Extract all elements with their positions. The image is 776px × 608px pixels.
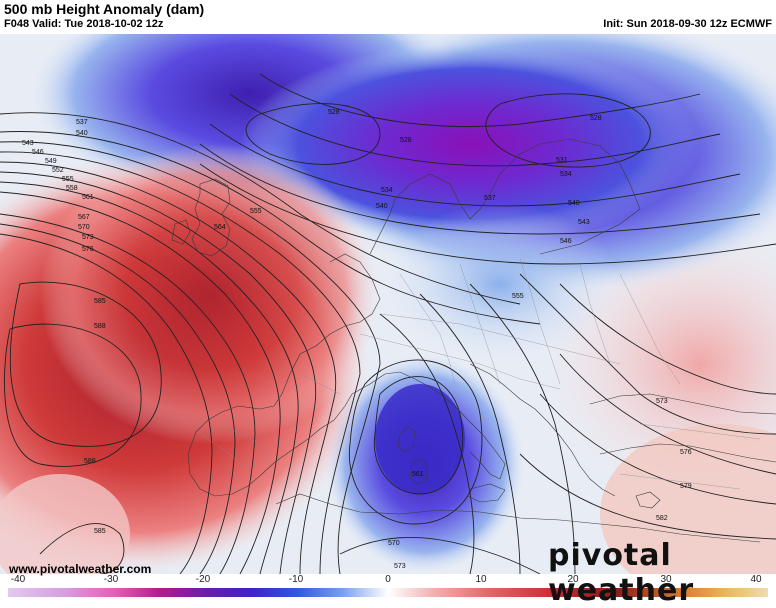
colorbar-tick: 10 <box>475 574 487 585</box>
colorbar-tick: 30 <box>660 574 672 585</box>
contour-label: 561 <box>82 194 94 201</box>
valid-time: F048 Valid: Tue 2018-10-02 12z <box>4 18 164 30</box>
colorbar: -40 -30 -20 -10 0 10 20 30 40 <box>0 574 776 600</box>
contour-label: 567 <box>78 214 90 221</box>
contour-label: 585 <box>94 528 106 535</box>
colorbar-tick: -40 <box>10 574 26 585</box>
contour-label: 570 <box>78 224 90 231</box>
contour-label: 543 <box>578 219 590 226</box>
contour-label: 585 <box>94 298 106 305</box>
contour-label: 528 <box>400 137 412 144</box>
contour-label: 528 <box>590 115 602 122</box>
contour-label: 579 <box>680 483 692 490</box>
contour-label: 537 <box>76 119 88 126</box>
contour-label: 573 <box>82 234 94 241</box>
coastlines <box>171 138 776 543</box>
contour-label: 534 <box>560 171 572 178</box>
scandinavia-trough <box>240 44 700 244</box>
contour-label: 540 <box>76 130 88 137</box>
contour-label: 543 <box>22 140 34 147</box>
height-contours <box>0 73 776 574</box>
contour-label: 552 <box>52 167 64 174</box>
contour-label: 549 <box>45 158 57 165</box>
init-time: Init: Sun 2018-09-30 12z ECMWF <box>603 18 772 30</box>
contour-label: 582 <box>656 515 668 522</box>
colorbar-ticks: -40 -30 -20 -10 0 10 20 30 40 <box>0 574 776 586</box>
contour-label: 576 <box>82 246 94 253</box>
header: 500 mb Height Anomaly (dam) F048 Valid: … <box>0 0 776 34</box>
contour-label: 555 <box>62 176 74 183</box>
contour-label: 576 <box>680 449 692 456</box>
map-svg: 537 540 543 546 549 552 555 558 561 567 … <box>0 34 776 574</box>
map-title: 500 mb Height Anomaly (dam) <box>4 1 205 17</box>
colorbar-tick: -20 <box>195 574 211 585</box>
colorbar-tick: -10 <box>288 574 304 585</box>
colorbar-gradient <box>8 588 768 597</box>
colorbar-tick: 40 <box>750 574 762 585</box>
contour-label: 555 <box>512 293 524 300</box>
contour-label: 573 <box>394 563 406 570</box>
contour-label: 528 <box>328 109 340 116</box>
contour-label: 570 <box>388 540 400 547</box>
contour-label: 546 <box>560 238 572 245</box>
contour-label: 531 <box>556 157 568 164</box>
contour-label: 573 <box>656 398 668 405</box>
contour-label: 564 <box>214 224 226 231</box>
contour-label: 540 <box>568 200 580 207</box>
contour-label: 561 <box>412 471 424 478</box>
contour-label: 558 <box>66 185 78 192</box>
contour-label: 534 <box>381 187 393 194</box>
brand-logo: pivotal weather <box>548 538 695 608</box>
colorbar-tick: -30 <box>103 574 119 585</box>
borders <box>199 258 761 490</box>
contour-label: 546 <box>32 149 44 156</box>
colorbar-tick: 20 <box>567 574 579 585</box>
anomaly-map: 537 540 543 546 549 552 555 558 561 567 … <box>0 34 776 574</box>
website-credit: www.pivotalweather.com <box>9 562 152 576</box>
contour-label: 588 <box>94 323 106 330</box>
contour-label: 540 <box>376 203 388 210</box>
contour-label: 555 <box>250 208 262 215</box>
contour-label: 588 <box>84 458 96 465</box>
contour-labels: 537 540 543 546 549 552 555 558 561 567 … <box>22 109 692 570</box>
contour-label: 537 <box>484 195 496 202</box>
colorbar-tick: 0 <box>385 574 391 585</box>
